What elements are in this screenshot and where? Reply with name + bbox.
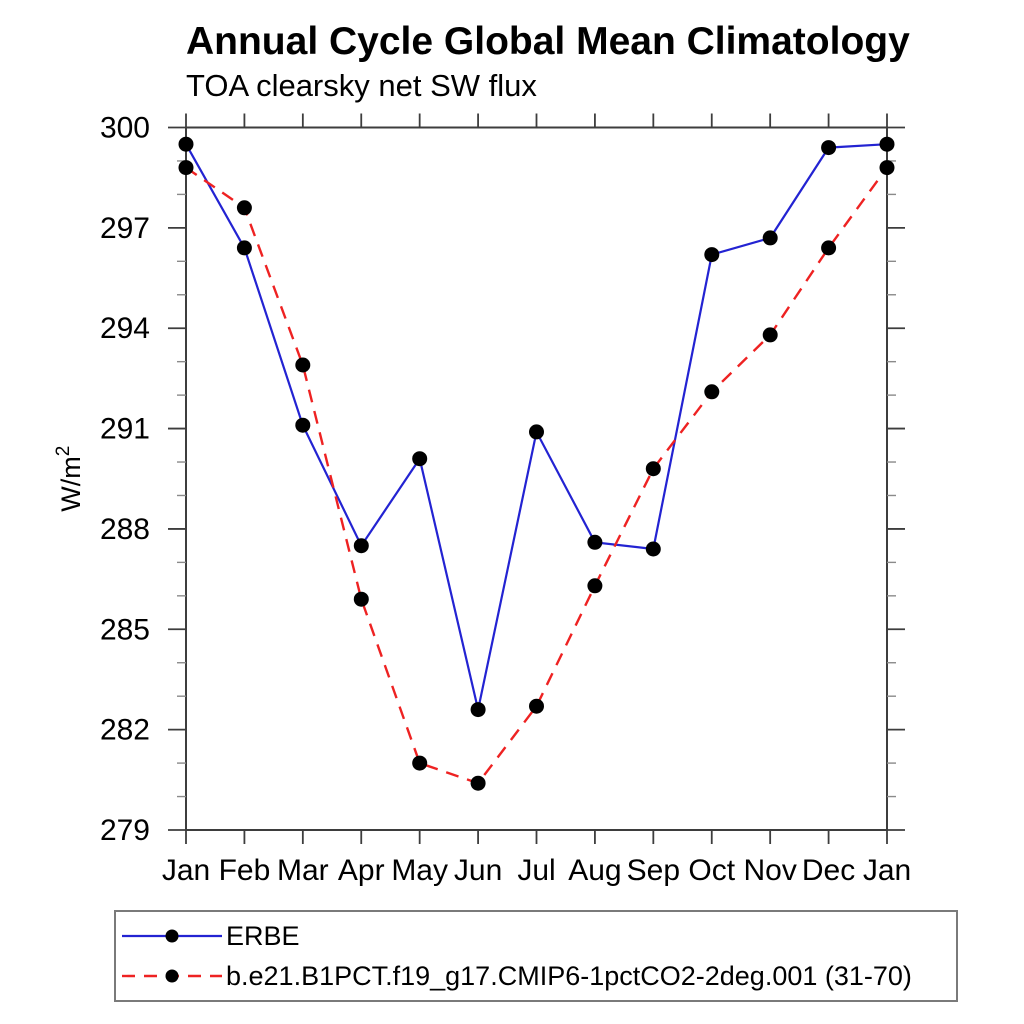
y-tick-label: 291	[100, 413, 150, 446]
y-tick-label: 297	[100, 212, 150, 245]
legend-box: ERBE b.e21.B1PCT.f19_g17.CMIP6-1pctCO2-2…	[114, 910, 958, 1002]
data-point	[587, 578, 603, 594]
data-point	[821, 240, 837, 256]
data-point	[295, 357, 311, 373]
y-tick-label: 282	[100, 714, 150, 747]
x-tick-label: May	[391, 854, 448, 887]
data-point	[879, 160, 895, 176]
data-point	[353, 591, 369, 607]
series-markers-0	[178, 136, 895, 718]
x-tick-label: Jun	[454, 854, 502, 887]
x-tick-label: Oct	[688, 854, 735, 887]
data-point	[704, 384, 720, 400]
y-tick-label: 288	[100, 513, 150, 546]
y-tick-labels: 279 282 285 288 291 294 297 300	[100, 112, 150, 848]
legend-entry-model: b.e21.B1PCT.f19_g17.CMIP6-1pctCO2-2deg.0…	[120, 956, 956, 996]
chart-subtitle: TOA clearsky net SW flux	[186, 68, 537, 103]
data-point	[879, 136, 895, 152]
data-point	[353, 538, 369, 554]
data-point	[587, 534, 603, 550]
x-tick-label: Sep	[627, 854, 680, 887]
x-tick-label: Dec	[802, 854, 855, 887]
x-tick-label: Jan	[162, 854, 210, 887]
data-point	[529, 698, 544, 714]
x-tick-label: Feb	[219, 854, 271, 887]
y-axis-title: W/m2	[53, 446, 86, 512]
y-major-ticks	[168, 126, 905, 831]
data-point	[470, 702, 486, 718]
data-point	[412, 755, 428, 771]
y-tick-label: 294	[100, 312, 150, 345]
y-tick-label: 300	[100, 112, 150, 145]
legend-label-model: b.e21.B1PCT.f19_g17.CMIP6-1pctCO2-2deg.0…	[226, 960, 912, 991]
data-point	[236, 200, 252, 216]
data-point	[821, 140, 837, 156]
x-tick-label: Jul	[517, 854, 555, 887]
data-point	[236, 240, 252, 256]
chart-title: Annual Cycle Global Mean Climatology	[186, 20, 910, 63]
data-point	[470, 775, 486, 791]
series-line-1	[185, 166, 888, 785]
series-markers-1	[178, 160, 895, 791]
data-point	[178, 160, 194, 176]
legend-entry-erbe: ERBE	[120, 916, 956, 956]
legend-line-sample-erbe	[122, 929, 222, 943]
x-tick-label: Aug	[568, 854, 621, 887]
y-tick-label: 285	[100, 613, 150, 646]
x-tick-label: Apr	[338, 854, 385, 887]
x-tick-label: Jan	[863, 854, 911, 887]
data-point	[645, 461, 661, 477]
y-minor-ticks	[177, 160, 896, 798]
legend-line-sample-model	[122, 969, 222, 983]
y-tick-label: 279	[100, 814, 150, 847]
legend-label-erbe: ERBE	[226, 920, 300, 951]
plot-frame	[185, 126, 888, 831]
x-tick-label: Nov	[743, 854, 796, 887]
data-point	[704, 247, 720, 263]
x-tick-labels: Jan Feb Mar Apr May Jun Jul Aug Sep Oct Nov Dec Jan	[162, 854, 911, 887]
data-point	[412, 451, 428, 467]
data-point	[645, 541, 661, 557]
x-tick-label: Mar	[277, 854, 329, 887]
data-point	[762, 327, 778, 343]
x-ticks	[185, 113, 888, 844]
data-point	[529, 424, 544, 440]
data-point	[295, 417, 311, 433]
data-point	[762, 230, 778, 246]
data-point	[178, 136, 194, 152]
